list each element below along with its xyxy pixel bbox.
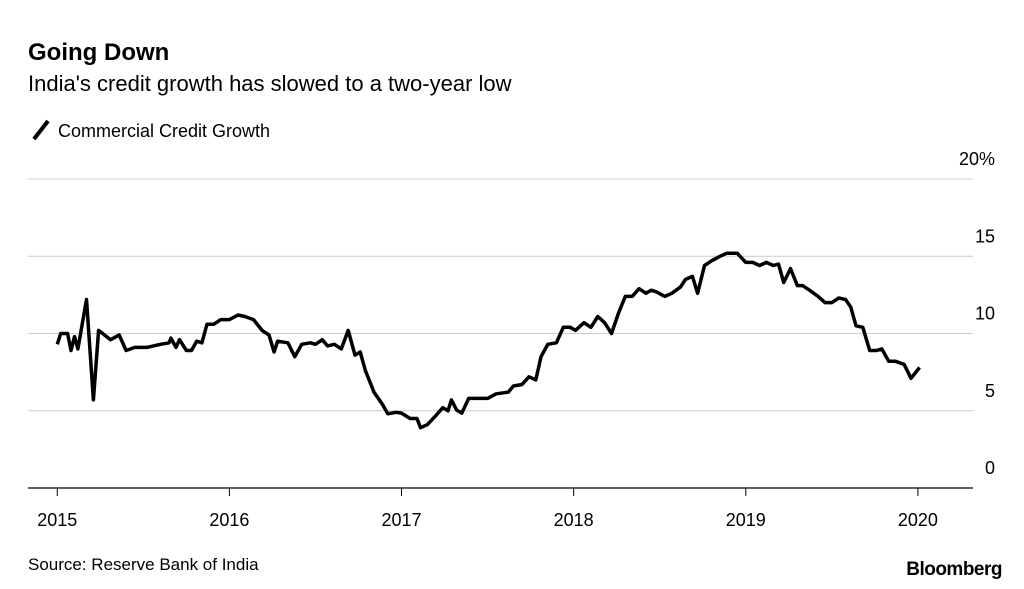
y-tick-label: 0 [985, 458, 995, 478]
y-tick-label: 5 [985, 381, 995, 401]
y-tick-label: 10 [975, 304, 995, 324]
source: Source: Reserve Bank of India [28, 555, 259, 574]
x-tick-label: 2019 [726, 510, 766, 530]
logo: Bloomberg [906, 559, 1002, 580]
x-tick-label: 2015 [37, 510, 77, 530]
legend-label: Commercial Credit Growth [58, 121, 270, 141]
line [55, 251, 921, 430]
x-tick-label: 2018 [554, 510, 594, 530]
x-tick-label: 2016 [209, 510, 249, 530]
x-tick-label: 2017 [382, 510, 422, 530]
chart-title: Going Down [28, 39, 169, 66]
y-tick-label: 15 [975, 226, 995, 246]
chart-subtitle: India's credit growth has slowed to a tw… [28, 71, 512, 96]
legend-swatch [32, 119, 50, 141]
x-tick-label: 2020 [898, 510, 938, 530]
y-tick-label: 20% [959, 149, 995, 169]
